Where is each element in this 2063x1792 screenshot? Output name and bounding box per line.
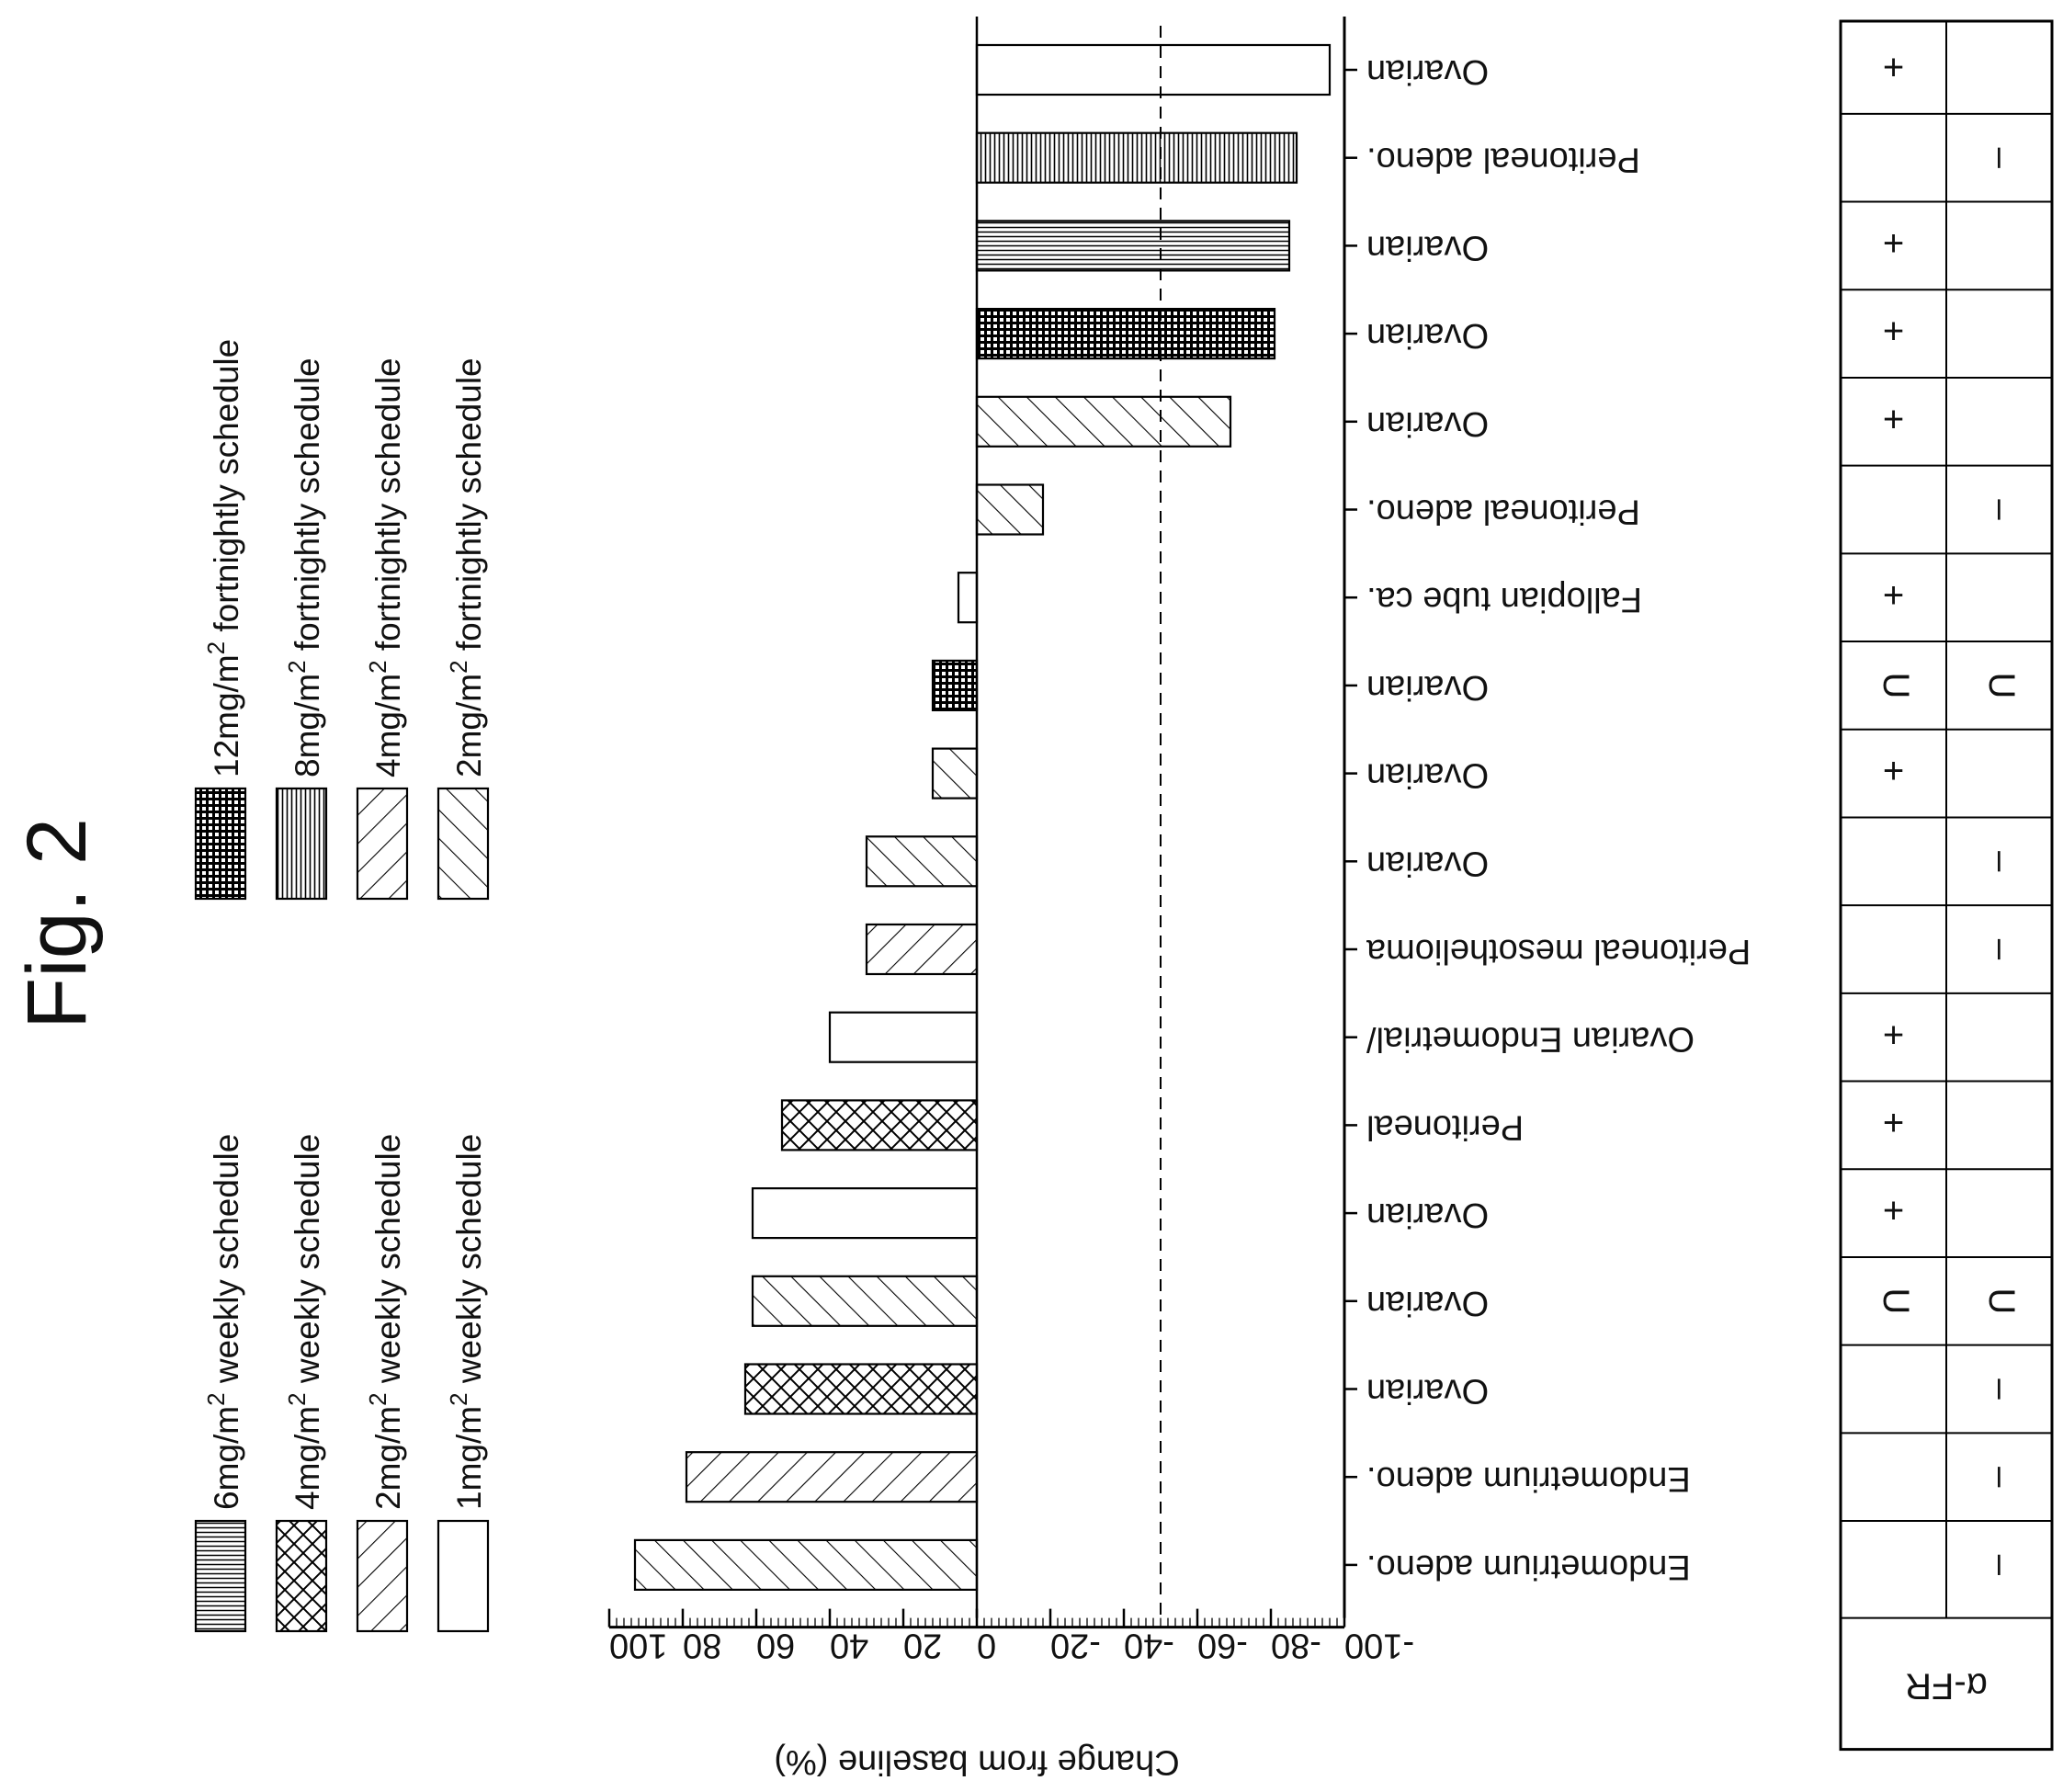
category-label: Ovarian [1366,404,1489,443]
bar-2 [685,1451,979,1503]
category-labels: Endometrium adeno. Endometrium adeno. Ovar… [1366,52,1751,1586]
table-cells: U + + + + U + + + + + – – – U – – U – – [1876,48,2022,1576]
table-cell-bottom: – [1981,851,2022,872]
bar-5 [751,1186,979,1240]
category-label: Peritoneal mesothelioma [1366,932,1751,970]
legend-swatch [275,787,328,901]
table-cell-bottom: – [1981,148,2022,169]
legend-swatch [436,1519,490,1633]
bar-8 [865,923,979,976]
category-label: Ovarian [1366,1284,1489,1322]
category-label: Ovarian [1366,844,1489,882]
bar-1 [633,1538,979,1592]
category-label: Ovarian [1366,228,1489,267]
table-cell-top: + [1883,48,1904,88]
legend-swatch [356,787,409,901]
category-label: Ovarian [1366,1371,1489,1410]
value-tick-label: -20 [1050,1627,1101,1665]
table-cell-bottom: – [1981,939,2022,960]
category-label: Endometrium adeno. [1366,1459,1691,1498]
bar-9 [865,835,979,888]
table-cell-top: + [1883,575,1904,616]
legend-swatch [194,787,247,901]
table-cell-top: + [1883,312,1904,352]
table-cell-bottom: – [1981,499,2022,520]
category-label: Fallopian tube ca. [1366,580,1642,618]
table-cell-bottom: – [1981,1467,2022,1488]
legend-label: 12mg/m2 fortnightly schedule [202,339,245,777]
table-header: α-FR [1905,1666,1988,1707]
value-tick-label: 0 [977,1627,996,1665]
bar-12 [957,572,979,624]
bar-15 [975,308,1276,360]
value-tick-label: 100 [609,1627,667,1665]
category-label: Ovarian [1366,316,1489,355]
bar-4 [751,1275,979,1327]
legend-fortnightly: 12mg/m2 fortnightly schedule 8mg/m2 fortn… [194,339,490,901]
bar-6 [780,1099,979,1151]
bar-16 [975,220,1291,272]
category-label: Ovarian Endometrial/ [1366,1020,1695,1059]
bar-14 [975,395,1232,448]
category-label: Ovarian [1366,1196,1489,1234]
table-cell-top: + [1883,1103,1904,1143]
category-label: Ovarian [1366,756,1489,795]
value-tick-label: 40 [830,1627,868,1665]
bar-3 [743,1363,979,1415]
category-label: Peritoneal adeno. [1366,141,1640,179]
category-label: Peritoneal adeno. [1366,492,1640,530]
table-cell-bottom: U [1981,1287,2022,1314]
legend-label: 1mg/m2 weekly schedule [445,1134,488,1510]
plot-area: Endometrium adeno. Endometrium adeno. Ovar… [607,17,1751,1782]
value-tick-label: -80 [1271,1627,1321,1665]
bars [633,43,1332,1592]
value-tick-label: -100 [1344,1627,1414,1665]
category-label: Ovarian [1366,52,1489,91]
table-cell-top: U [1876,672,1916,698]
table-column-dividers [1841,112,2052,1619]
legend-swatch [436,787,490,901]
category-ticks [1344,68,1357,1567]
table-cell-bottom: U [1981,672,2022,698]
bar-18 [975,43,1332,96]
category-label: Ovarian [1366,668,1489,707]
table-cell-top: U [1876,1287,1916,1314]
value-tick-label: 60 [756,1627,795,1665]
value-ticks [607,1608,1346,1628]
legend-swatch [275,1519,328,1633]
legend-label: 2mg/m2 fortnightly schedule [445,357,488,777]
bar-10 [931,747,979,800]
table-cell-top: + [1883,751,1904,791]
value-tick-label: 80 [683,1627,721,1665]
bar-7 [828,1011,979,1063]
alpha-fr-table: U + + + + U + + + + + – – – U – – U – – α-FR [1839,19,2054,1752]
value-tick-label: -40 [1124,1627,1174,1665]
legend-label: 6mg/m2 weekly schedule [202,1134,245,1510]
legend-label: 2mg/m2 weekly schedule [364,1134,407,1510]
legend-weekly: 6mg/m2 weekly schedule 4mg/m2 weekly sche… [194,1134,490,1633]
legend-swatch [356,1519,409,1633]
legend-label: 8mg/m2 fortnightly schedule [283,357,326,777]
legend-label: 4mg/m2 fortnightly schedule [364,357,407,777]
legend-label: 4mg/m2 weekly schedule [283,1134,326,1510]
table-cell-top: + [1883,223,1904,264]
axis-title: Change from baseline (%) [774,1743,1179,1782]
table-cell-top: + [1883,1015,1904,1055]
bar-17 [975,131,1298,184]
bar-11 [931,659,979,712]
figure-label: Fig. 2 [10,818,104,1029]
table-cell-top: + [1883,399,1904,439]
category-label: Endometrium adeno. [1366,1548,1691,1586]
legend-swatch [194,1519,247,1633]
value-tick-label: 20 [903,1627,942,1665]
category-label: Peritoneal [1366,1107,1524,1146]
value-tick-label: -60 [1197,1627,1248,1665]
table-cell-bottom: – [1981,1555,2022,1576]
table-cell-bottom: – [1981,1378,2022,1400]
bar-13 [975,483,1045,536]
value-tick-labels: 100 80 60 40 20 0 -20 -40 -60 -80 -100 [609,1627,1414,1665]
table-cell-top: + [1883,1191,1904,1231]
